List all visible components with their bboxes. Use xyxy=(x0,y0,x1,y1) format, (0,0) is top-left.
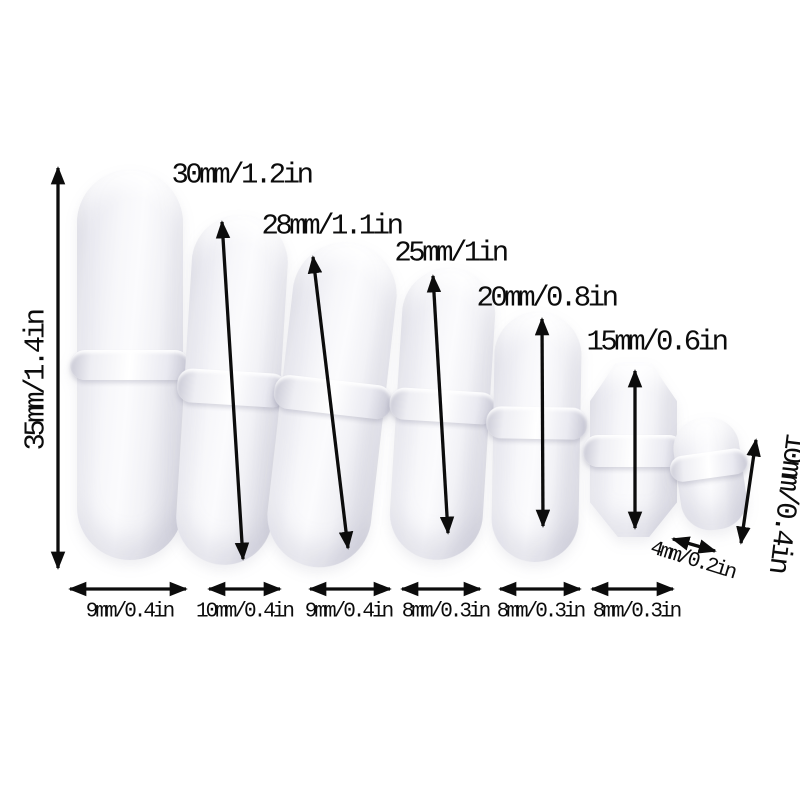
length-label-30mm: 30mm/1.2in xyxy=(171,158,314,192)
arrow-length-30mm xyxy=(215,220,250,561)
length-label-28mm: 28mm/1.1in xyxy=(261,209,404,243)
width-label-25mm: 8mm/0.3in xyxy=(401,600,491,624)
width-label-28mm: 9mm/0.4in xyxy=(304,600,394,624)
arrow-width-4mm xyxy=(671,536,717,554)
length-label-15mm: 15mm/0.6in xyxy=(586,325,729,359)
length-label-25mm: 25mm/1in xyxy=(394,236,509,270)
width-label-35mm: 9mm/0.4in xyxy=(85,600,175,624)
width-label-30mm: 10mm/0.4in xyxy=(195,600,295,624)
length-label-20mm: 20mm/0.8in xyxy=(476,281,619,315)
width-label-15mm: 8mm/0.3in xyxy=(592,600,682,624)
arrow-length-10mm xyxy=(736,438,761,545)
width-label-20mm: 8mm/0.3in xyxy=(496,600,586,624)
stir-bar-35mm-pivot-ring xyxy=(70,350,190,380)
arrow-length-28mm xyxy=(307,255,354,550)
length-label-35mm: 35mm/1.4in xyxy=(19,311,53,451)
stir-bar-35mm xyxy=(70,170,190,560)
arrow-length-25mm xyxy=(426,274,455,535)
arrow-length-20mm xyxy=(534,317,551,528)
